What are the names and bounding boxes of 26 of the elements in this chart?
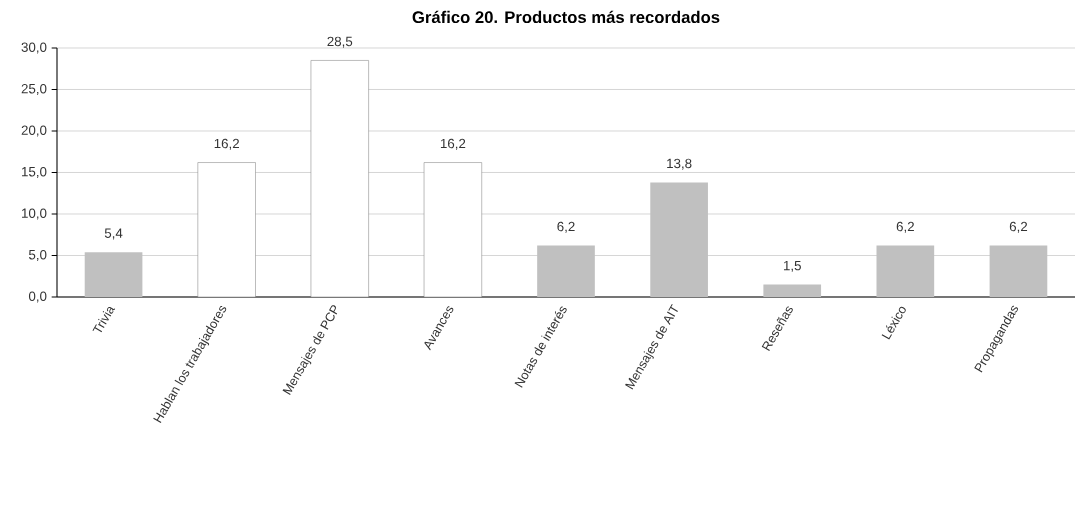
y-tick-label: 20,0 bbox=[21, 125, 47, 137]
bar bbox=[84, 252, 143, 297]
y-tick-label: 15,0 bbox=[22, 167, 47, 179]
y-tick-label: 30,0 bbox=[21, 42, 47, 54]
data-label: 6,2 bbox=[896, 221, 914, 233]
y-tick-label: 25,0 bbox=[21, 83, 47, 96]
bar bbox=[537, 245, 595, 297]
chart-title: Gráfico 20. Productos más recordados bbox=[412, 10, 720, 24]
data-label: 16,2 bbox=[440, 138, 466, 150]
data-label: 1,5 bbox=[783, 260, 801, 272]
data-label: 13,8 bbox=[667, 158, 692, 170]
bar bbox=[197, 162, 256, 298]
data-label: 6,2 bbox=[1009, 221, 1028, 233]
y-tick-label: 10,0 bbox=[22, 208, 47, 220]
data-label: 5,4 bbox=[104, 228, 123, 240]
data-label: 28,5 bbox=[327, 36, 353, 48]
bar bbox=[876, 245, 935, 297]
y-tick-label: 0,0 bbox=[28, 291, 47, 303]
data-label: 6,2 bbox=[557, 221, 575, 233]
bar bbox=[763, 284, 822, 297]
bar bbox=[989, 245, 1048, 297]
y-tick-label: 5,0 bbox=[28, 250, 47, 262]
bar bbox=[423, 162, 482, 298]
data-label: 16,2 bbox=[214, 138, 239, 150]
bar bbox=[310, 60, 369, 298]
bar bbox=[650, 182, 708, 297]
